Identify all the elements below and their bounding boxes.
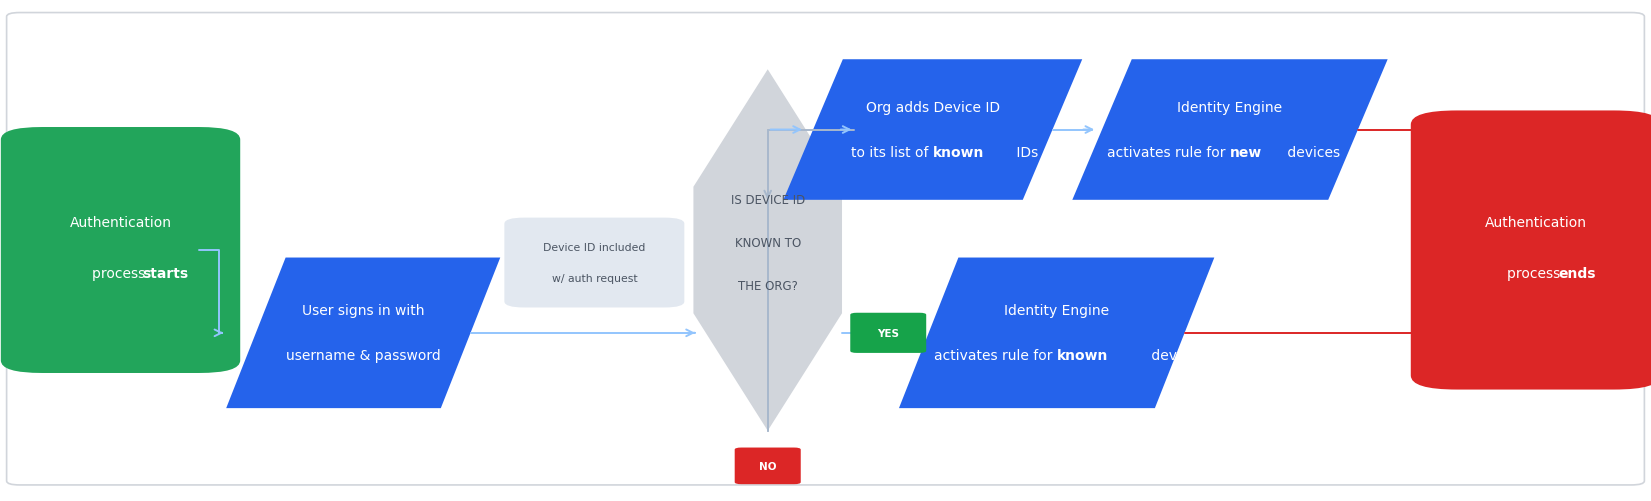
Text: username & password: username & password (286, 349, 441, 363)
Text: Authentication: Authentication (1484, 216, 1587, 230)
Polygon shape (783, 60, 1083, 200)
Text: NO: NO (759, 461, 776, 471)
Text: known: known (933, 146, 984, 160)
Text: User signs in with: User signs in with (302, 304, 424, 318)
Text: starts: starts (142, 266, 188, 280)
Polygon shape (898, 258, 1215, 408)
Text: Identity Engine: Identity Engine (1004, 304, 1109, 318)
Text: Identity Engine: Identity Engine (1177, 101, 1283, 115)
Text: IDs: IDs (1012, 146, 1038, 160)
Text: activates rule for: activates rule for (1108, 146, 1230, 160)
Text: THE ORG?: THE ORG? (738, 279, 797, 292)
Text: process: process (92, 266, 149, 280)
Text: Authentication: Authentication (69, 216, 172, 230)
FancyBboxPatch shape (1410, 111, 1651, 390)
Text: YES: YES (877, 328, 900, 338)
Polygon shape (226, 258, 500, 408)
Text: activates rule for: activates rule for (934, 349, 1057, 363)
Text: IS DEVICE ID: IS DEVICE ID (731, 194, 804, 207)
Text: devices: devices (1147, 349, 1205, 363)
FancyBboxPatch shape (735, 448, 801, 484)
Polygon shape (1073, 60, 1387, 200)
Text: ends: ends (1559, 266, 1595, 280)
FancyBboxPatch shape (850, 313, 926, 353)
Polygon shape (693, 70, 842, 431)
Text: Device ID included: Device ID included (543, 243, 646, 253)
Text: Org adds Device ID: Org adds Device ID (865, 101, 1001, 115)
Text: devices: devices (1283, 146, 1341, 160)
FancyBboxPatch shape (504, 218, 684, 308)
Text: known: known (1057, 349, 1108, 363)
FancyBboxPatch shape (7, 14, 1644, 485)
Text: process: process (1507, 266, 1563, 280)
Text: w/ auth request: w/ auth request (551, 273, 637, 283)
Text: to its list of: to its list of (850, 146, 933, 160)
Text: KNOWN TO: KNOWN TO (735, 236, 801, 249)
Text: new: new (1230, 146, 1263, 160)
FancyBboxPatch shape (0, 128, 241, 373)
